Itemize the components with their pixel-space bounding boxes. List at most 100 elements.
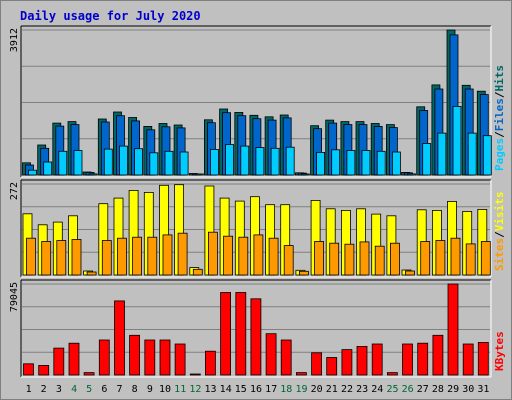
bar-pages-day-7 — [119, 145, 128, 176]
day-label-21: 21 — [326, 384, 338, 395]
bar-pages-day-5 — [88, 173, 98, 176]
legend-files: Files — [493, 98, 506, 131]
bar-sites-day-20 — [314, 241, 325, 276]
day-label-26: 26 — [402, 384, 414, 395]
bar-sites-day-13 — [207, 231, 218, 276]
bar-kbytes-day-28 — [432, 334, 444, 376]
bar-sites-day-12 — [192, 268, 203, 276]
bar-pages-day-10 — [164, 150, 174, 176]
bar-kbytes-day-26 — [402, 343, 413, 376]
bar-pages-day-27 — [422, 143, 432, 176]
bar-pages-day-9 — [149, 152, 159, 176]
bar-kbytes-day-25 — [386, 372, 398, 376]
bar-sites-day-23 — [359, 241, 370, 276]
day-label-23: 23 — [356, 384, 368, 395]
bar-sites-day-9 — [147, 236, 158, 276]
bar-kbytes-day-5 — [83, 372, 95, 376]
day-label-10: 10 — [159, 384, 171, 395]
bar-sites-day-26 — [405, 270, 415, 276]
bar-kbytes-day-19 — [295, 372, 307, 376]
bar-kbytes-day-4 — [68, 342, 80, 376]
bar-pages-day-20 — [316, 151, 326, 176]
bar-pages-day-4 — [73, 150, 83, 176]
bar-kbytes-day-18 — [280, 339, 292, 376]
legend-hits: Hits — [493, 65, 506, 92]
bar-kbytes-day-17 — [265, 333, 277, 376]
bar-pages-day-15 — [240, 145, 250, 176]
bar-kbytes-day-15 — [235, 292, 247, 376]
bar-pages-day-6 — [103, 148, 113, 176]
bar-pages-day-1 — [28, 169, 37, 176]
bar-kbytes-day-24 — [371, 343, 383, 376]
day-label-20: 20 — [311, 384, 323, 395]
bar-pages-day-13 — [209, 148, 219, 176]
bar-kbytes-day-3 — [53, 347, 65, 376]
bar-sites-day-22 — [344, 243, 355, 276]
day-label-30: 30 — [462, 384, 474, 395]
day-label-12: 12 — [189, 384, 201, 395]
bar-sites-day-7 — [117, 237, 127, 276]
bar-pages-day-28 — [437, 132, 447, 176]
bar-pages-day-25 — [391, 151, 401, 176]
day-label-4: 4 — [71, 384, 77, 395]
bar-sites-day-29 — [450, 237, 461, 276]
bar-kbytes-day-31 — [477, 341, 489, 376]
day-label-17: 17 — [265, 384, 277, 395]
panel-sites-visits: 272 Sites/Visits — [9, 179, 506, 278]
bar-kbytes-day-20 — [311, 352, 323, 376]
bar-kbytes-day-2 — [38, 364, 50, 376]
bar-sites-day-18 — [283, 245, 294, 276]
series-legend: KBytes — [493, 331, 506, 371]
bar-sites-day-1 — [26, 237, 36, 276]
legend-pages: Pages — [493, 138, 506, 171]
day-label-6: 6 — [101, 384, 107, 395]
bar-sites-day-4 — [71, 239, 82, 276]
day-label-28: 28 — [432, 384, 444, 395]
bar-sites-day-3 — [56, 240, 67, 276]
bar-sites-day-16 — [253, 234, 264, 276]
bar-pages-day-18 — [285, 146, 295, 176]
bar-kbytes-day-8 — [129, 334, 141, 376]
bar-pages-day-14 — [225, 144, 235, 176]
bar-pages-day-24 — [376, 150, 386, 176]
day-label-3: 3 — [56, 384, 62, 395]
bar-sites-day-27 — [420, 241, 431, 276]
bar-kbytes-day-30 — [462, 343, 474, 376]
bar-kbytes-day-23 — [356, 345, 368, 376]
day-label-25: 25 — [386, 384, 398, 395]
bar-pages-day-3 — [58, 150, 68, 176]
bar-pages-day-12 — [194, 173, 204, 176]
day-label-19: 19 — [295, 384, 307, 395]
legend-kbytes: KBytes — [493, 331, 506, 371]
bar-sites-day-8 — [132, 236, 143, 276]
bar-pages-day-26 — [407, 173, 416, 176]
bar-sites-day-21 — [329, 242, 340, 276]
bar-sites-day-17 — [268, 237, 279, 276]
day-label-14: 14 — [220, 384, 232, 395]
bar-sites-day-31 — [480, 241, 491, 276]
bar-sites-day-10 — [162, 234, 173, 276]
bar-kbytes-day-27 — [417, 342, 429, 376]
bar-pages-day-11 — [179, 151, 189, 176]
chart-panels: 3912Pages/Files/Hits272Sites/Visits79045… — [9, 25, 506, 378]
day-label-1: 1 — [26, 384, 32, 395]
bar-sites-day-2 — [41, 241, 52, 276]
series-legend: Pages/Files/Hits — [493, 65, 506, 171]
y-max-label: 272 — [9, 182, 20, 200]
bar-pages-day-8 — [134, 148, 144, 176]
bar-sites-day-28 — [435, 240, 446, 276]
bar-pages-day-22 — [346, 150, 356, 176]
legend-separator: / — [493, 131, 506, 138]
bar-sites-day-24 — [374, 245, 385, 276]
day-label-24: 24 — [371, 384, 383, 395]
bar-kbytes-day-22 — [341, 349, 353, 376]
day-label-9: 9 — [147, 384, 153, 395]
legend-separator: / — [493, 231, 506, 238]
bar-pages-day-30 — [467, 132, 477, 176]
bar-pages-day-21 — [331, 149, 341, 176]
bar-kbytes-day-7 — [114, 300, 125, 376]
day-label-16: 16 — [250, 384, 262, 395]
bar-pages-day-2 — [43, 161, 53, 176]
